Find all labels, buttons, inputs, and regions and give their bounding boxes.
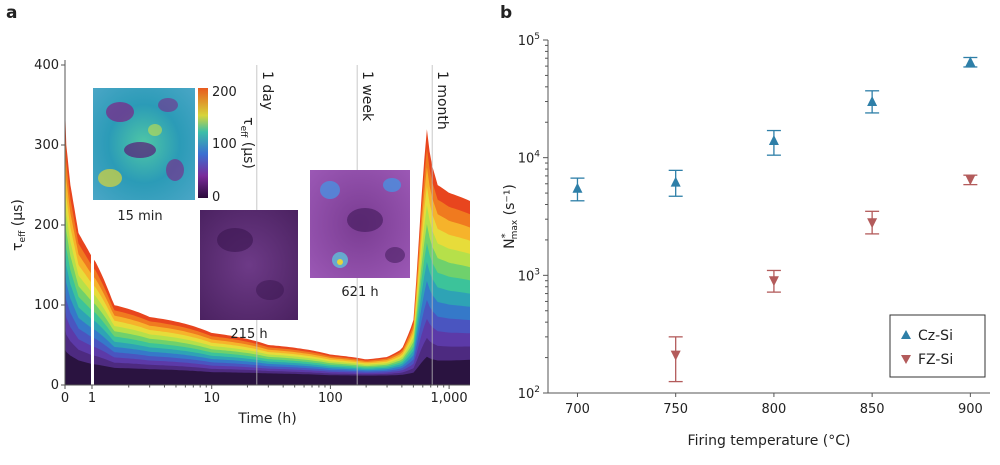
x-tick-label: 0 xyxy=(61,391,69,406)
colorbar-label: τeff (μs) xyxy=(238,117,256,169)
x-tick-label: 700 xyxy=(565,402,590,417)
y-tick-label: 400 xyxy=(34,58,59,73)
y-tick-label: 0 xyxy=(51,378,59,393)
colorbar-tick: 200 xyxy=(212,85,237,100)
x-tick-label: 900 xyxy=(958,402,983,417)
y-tick-label: 200 xyxy=(34,218,59,233)
y-tick-label: 100 xyxy=(34,298,59,313)
reference-line-label: 1 month xyxy=(434,71,450,130)
area-band xyxy=(65,247,470,385)
area-band xyxy=(65,348,470,385)
x-axis-title: Firing temperature (°C) xyxy=(688,433,851,449)
legend-marker xyxy=(901,330,911,339)
data-point xyxy=(965,175,976,186)
data-point xyxy=(670,176,681,187)
y-tick-label: 102 xyxy=(518,385,540,402)
legend-label: Cz-Si xyxy=(918,328,953,344)
data-point xyxy=(867,96,878,107)
y-axis-title: τeff (μs) xyxy=(10,199,28,251)
area-bands xyxy=(65,60,470,386)
inset-maps: 15 min 200 100 0 τeff (μs) 215 h xyxy=(93,85,410,342)
x-tick-label: 850 xyxy=(860,402,885,417)
axis-break xyxy=(91,60,94,385)
panel-a-label: a xyxy=(6,3,17,23)
data-point xyxy=(572,182,583,193)
legend-marker xyxy=(901,355,911,364)
panel-a-axes: 0 100 200 300 400 0 1 10 100 1,000 Time (h) τeff (μ… xyxy=(10,58,470,427)
y-tick-label: 105 xyxy=(518,32,540,49)
y-tick-label: 103 xyxy=(518,267,540,284)
colorbar xyxy=(198,88,208,198)
x-axis-title: Time (h) xyxy=(237,411,297,427)
colorbar-tick: 100 xyxy=(212,137,237,152)
x-tick-label: 10 xyxy=(203,391,220,406)
legend-label: FZ-Si xyxy=(918,352,953,368)
y-tick-label: 300 xyxy=(34,138,59,153)
data-point xyxy=(867,218,878,229)
panel-b-label: b xyxy=(500,3,512,23)
inset-215h-map xyxy=(200,210,298,320)
inset-15min-texture xyxy=(98,98,184,187)
panel-b-points xyxy=(570,56,978,383)
y-axis-title: N*max (s⁻¹) xyxy=(500,184,520,249)
inset-caption: 621 h xyxy=(341,285,378,300)
inset-621h: 621 h xyxy=(310,170,410,300)
data-point xyxy=(965,56,976,67)
inset-15min: 15 min 200 100 0 τeff (μs) xyxy=(93,85,256,224)
inset-caption: 15 min xyxy=(117,209,162,224)
y-tick-label: 104 xyxy=(518,150,541,167)
area-band xyxy=(65,226,470,385)
legend: Cz-Si FZ-Si xyxy=(889,314,986,378)
legend-box xyxy=(889,314,986,378)
area-band xyxy=(65,267,470,385)
x-tick-label: 1,000 xyxy=(430,391,467,406)
data-point xyxy=(670,350,681,361)
area-band xyxy=(65,287,470,385)
panel-b: 102 103 104 105 700 750 800 850 900 Firing temper… xyxy=(500,32,990,449)
inset-215h: 215 h xyxy=(200,210,298,342)
reference-line-label: 1 week xyxy=(359,71,375,122)
inset-caption: 215 h xyxy=(230,327,267,342)
colorbar-tick: 0 xyxy=(212,190,220,205)
x-tick-label: 800 xyxy=(761,402,786,417)
x-tick-label: 100 xyxy=(318,391,343,406)
panel-b-axes: 102 103 104 105 700 750 800 850 900 Firing temper… xyxy=(500,32,990,449)
x-tick-label: 750 xyxy=(663,402,688,417)
x-tick-label: 1 xyxy=(88,391,96,406)
reference-line-label: 1 day xyxy=(259,71,275,110)
data-point xyxy=(768,276,779,287)
data-point xyxy=(768,134,779,145)
